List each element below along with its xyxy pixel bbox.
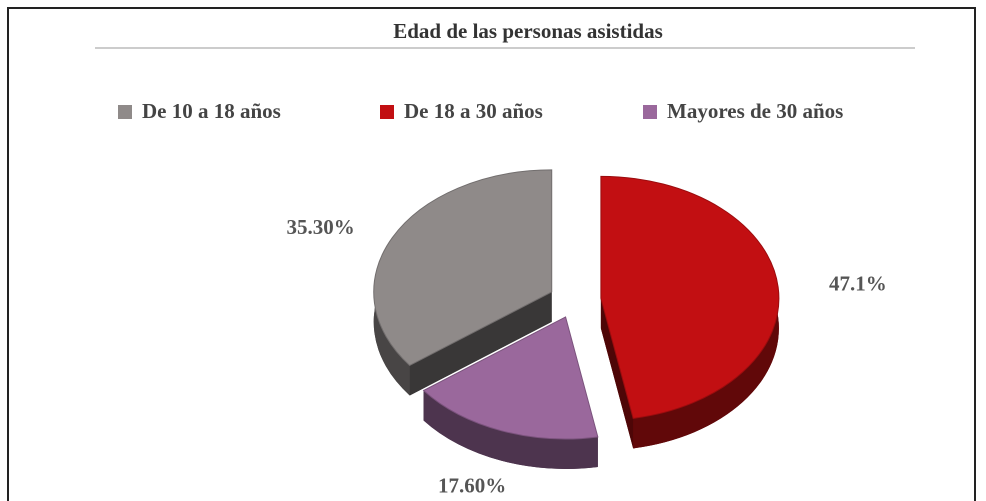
slice [373,169,553,367]
legend-swatch [380,105,394,119]
slice [422,316,599,440]
data-label: 47.1% [829,271,887,295]
slice-wall [409,291,552,396]
data-label: 35.30% [287,215,355,239]
legend-label: De 18 a 30 años [404,99,543,123]
slice-wall [600,298,634,449]
legend-swatch [643,105,657,119]
data-label: 17.60% [438,474,506,498]
chart-title: Edad de las personas asistidas [393,19,663,43]
frame [7,7,976,501]
slice-side [423,390,598,469]
legend-swatch [118,105,132,119]
legend-label: De 10 a 18 años [142,99,281,123]
legend-label: Mayores de 30 años [667,99,843,123]
slice [600,175,780,419]
